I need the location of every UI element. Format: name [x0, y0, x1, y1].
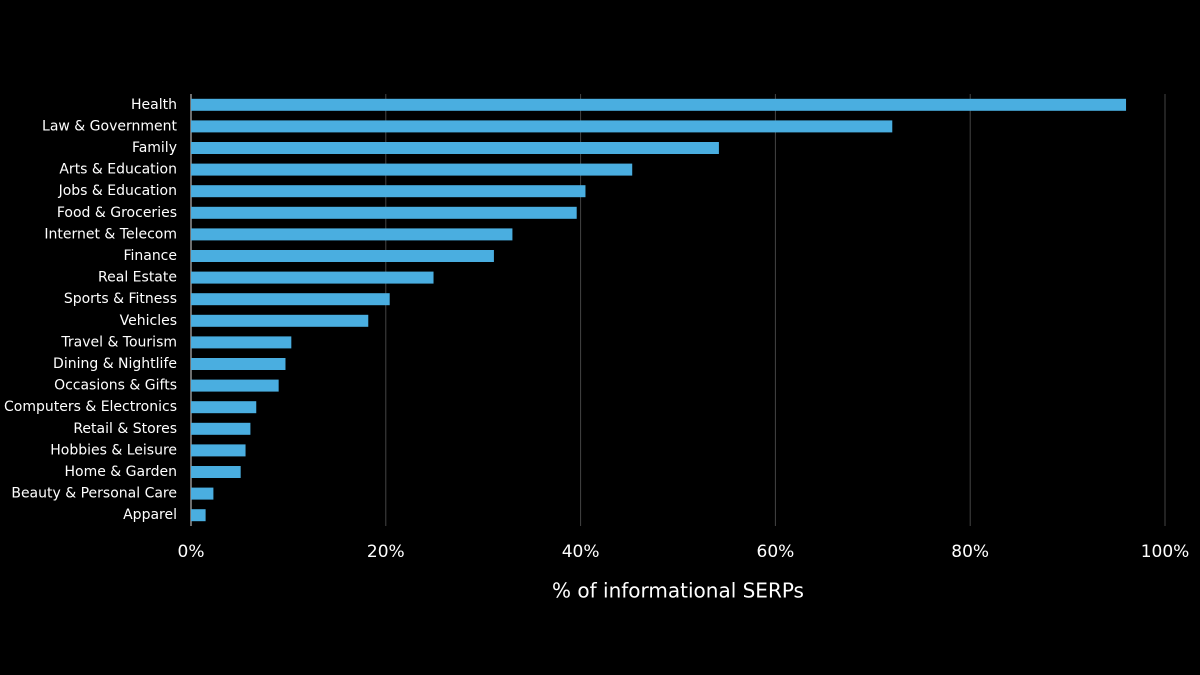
bar: [191, 466, 241, 478]
x-axis-label: % of informational SERPs: [552, 579, 804, 603]
bar: [191, 422, 251, 435]
y-tick-label: Law & Government: [42, 118, 177, 134]
bar: [191, 228, 513, 241]
bar: [191, 142, 719, 154]
y-tick-label: Finance: [123, 248, 177, 264]
bar: [191, 379, 279, 392]
bar: [191, 206, 577, 219]
bar: [191, 336, 292, 349]
bar: [191, 185, 586, 198]
y-tick-label: Jobs & Education: [58, 183, 177, 199]
x-tick-label: 20%: [367, 542, 405, 562]
x-tick-label: 40%: [562, 542, 600, 562]
y-tick-label: Vehicles: [120, 313, 177, 329]
bar: [191, 250, 494, 262]
y-tick-label: Family: [132, 140, 177, 156]
bar: [191, 314, 369, 327]
y-tick-label: Internet & Telecom: [44, 226, 177, 242]
x-tick-label: 80%: [951, 542, 989, 562]
y-tick-label: Food & Groceries: [57, 205, 177, 221]
bar: [191, 293, 390, 306]
x-tick-label: 100%: [1141, 542, 1190, 562]
y-tick-label: Computers & Electronics: [4, 399, 177, 415]
bar: [191, 487, 214, 500]
x-tick-label: 0%: [178, 542, 205, 562]
bar: [191, 358, 286, 370]
y-tick-label: Retail & Stores: [73, 421, 177, 437]
y-tick-label: Dining & Nightlife: [53, 356, 177, 372]
bar: [191, 98, 1127, 111]
bar: [191, 444, 246, 457]
y-tick-label: Arts & Education: [59, 162, 177, 178]
bar: [191, 120, 893, 133]
y-tick-label: Home & Garden: [65, 464, 177, 480]
x-tick-label: 60%: [757, 542, 795, 562]
y-tick-label: Occasions & Gifts: [54, 378, 177, 394]
y-tick-label: Travel & Tourism: [60, 334, 177, 350]
bar: [191, 271, 434, 284]
y-tick-label: Sports & Fitness: [64, 291, 177, 307]
y-tick-label: Hobbies & Leisure: [50, 442, 177, 458]
bar: [191, 401, 257, 414]
y-tick-label: Health: [131, 97, 177, 113]
bar: [191, 163, 633, 176]
y-tick-label: Real Estate: [98, 270, 177, 286]
y-tick-label: Apparel: [123, 507, 177, 523]
bar: [191, 509, 206, 522]
y-tick-label: Beauty & Personal Care: [11, 486, 177, 502]
